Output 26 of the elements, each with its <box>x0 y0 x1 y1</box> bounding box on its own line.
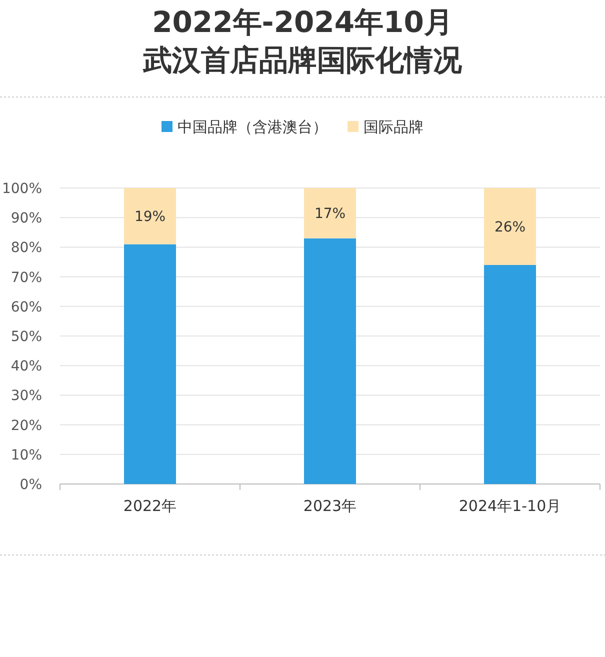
title: 2022年-2024年10月 武汉首店品牌国际化情况 <box>143 5 462 77</box>
x-tick-label: 2024年1-10月 <box>458 497 562 515</box>
y-tick-label: 50% <box>10 329 42 345</box>
data-label: 26% <box>494 219 526 236</box>
y-tick-label: 80% <box>10 240 42 256</box>
y-tick-label: 0% <box>20 477 42 493</box>
bar <box>484 188 536 265</box>
data-label: 17% <box>314 206 346 222</box>
bar <box>304 238 356 484</box>
bar <box>124 188 176 244</box>
y-tick-label: 10% <box>10 447 42 464</box>
x-tick-label: 2022年 <box>123 497 177 515</box>
y-tick-label: 90% <box>10 210 42 227</box>
bar <box>304 188 356 238</box>
legend-label: 中国品牌（含港澳台） <box>178 118 328 136</box>
bar <box>484 264 536 484</box>
y-tick-label: 20% <box>10 418 42 434</box>
data-label: 19% <box>134 209 166 226</box>
legend-label: 国际品牌 <box>364 118 424 136</box>
x-tick-label: 2023年 <box>303 497 357 515</box>
y-tick-label: 100% <box>2 181 42 197</box>
y-tick-label: 70% <box>10 270 42 286</box>
y-tick-label: 30% <box>10 388 42 404</box>
y-tick-label: 60% <box>10 299 42 316</box>
bar <box>124 244 176 484</box>
y-tick-label: 40% <box>10 358 42 375</box>
